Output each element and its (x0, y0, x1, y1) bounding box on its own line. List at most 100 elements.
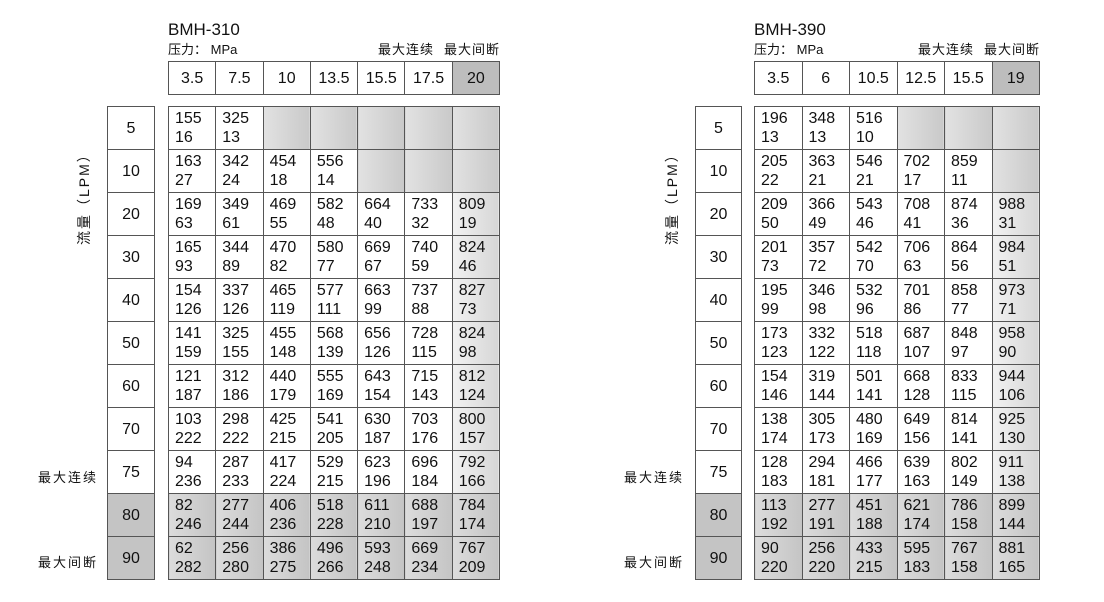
torque-value: 46 (458, 258, 477, 275)
rpm-value: 833 (951, 368, 978, 385)
table-row: 90 220 256 220 433 215 595 183 767 158 881 165 (754, 536, 1040, 580)
torque-value: 266 (316, 559, 344, 576)
flow-cell: 5 (107, 106, 155, 150)
data-cell: 833 115 (944, 364, 993, 408)
flow-cell: 50 (107, 321, 155, 365)
torque-value: 126 (364, 344, 391, 361)
rpm-value: 582 (316, 196, 344, 213)
model-title: BMH-390 (754, 20, 826, 39)
table-row: 154 126 337 126 465 119 577 111 663 99 737 88 827 73 (167, 278, 501, 322)
torque-value: 183 (761, 473, 788, 490)
torque-value: 17 (903, 172, 922, 189)
table-row: 163 27 342 24 454 18 556 14 (167, 149, 501, 193)
data-cell: 277 244 (215, 493, 264, 537)
rpm-value: 121 (175, 368, 202, 385)
data-cell: 663 99 (357, 278, 406, 322)
flow-cell: 75 (107, 450, 155, 494)
rpm-value: 454 (269, 153, 297, 170)
data-cell: 814 141 (944, 407, 993, 451)
rpm-value: 708 (903, 196, 931, 213)
data-cell: 294 181 (801, 450, 850, 494)
max-continuous-header: 最大连续 (377, 42, 434, 57)
torque-value: 63 (175, 215, 193, 232)
rpm-value: 469 (269, 196, 297, 213)
pressure-cell: 6 (801, 61, 850, 95)
empty-cell (404, 106, 453, 150)
data-cell: 155 16 (167, 106, 217, 150)
torque-value: 107 (903, 344, 931, 361)
rpm-value: 256 (808, 540, 836, 557)
torque-value: 166 (458, 473, 486, 490)
data-cell: 470 82 (262, 235, 311, 279)
torque-value: 176 (411, 430, 439, 447)
torque-value: 188 (856, 516, 883, 533)
torque-value: 82 (269, 258, 288, 275)
data-cell: 195 99 (754, 278, 803, 322)
rpm-value: 702 (903, 153, 931, 170)
data-cell: 128 183 (754, 450, 803, 494)
torque-value: 90 (998, 344, 1017, 361)
rpm-value: 984 (998, 239, 1026, 256)
data-cell: 532 96 (849, 278, 898, 322)
data-cell: 864 56 (944, 235, 993, 279)
rpm-value: 312 (222, 368, 249, 385)
data-cell: 325 155 (215, 321, 264, 365)
table-row: 94 236 287 233 417 224 529 215 623 196 696 184 792 16… (167, 450, 501, 494)
torque-value: 222 (222, 430, 249, 447)
pressure-cell: 20 (451, 61, 501, 95)
torque-value: 106 (998, 387, 1026, 404)
data-cell: 518 118 (849, 321, 898, 365)
data-cell: 802 149 (944, 450, 993, 494)
max-intermittent-row-label: 最大间断 (38, 555, 99, 570)
pressure-cell: 19 (991, 61, 1040, 95)
torque-value: 233 (222, 473, 249, 490)
torque-value: 48 (316, 215, 335, 232)
torque-value: 141 (856, 387, 883, 404)
flow-cell: 90 (695, 536, 742, 580)
data-cell: 277 191 (801, 493, 850, 537)
data-cell: 451 188 (849, 493, 898, 537)
torque-value: 192 (761, 516, 788, 533)
rpm-value: 128 (761, 454, 788, 471)
rpm-value: 786 (951, 497, 978, 514)
torque-value: 157 (458, 430, 486, 447)
data-cell: 165 93 (167, 235, 217, 279)
data-cell: 337 126 (215, 278, 264, 322)
torque-value: 59 (411, 258, 430, 275)
rpm-value: 165 (175, 239, 202, 256)
rpm-value: 440 (269, 368, 297, 385)
rpm-value: 859 (951, 153, 978, 170)
rpm-value: 154 (175, 282, 202, 299)
rpm-value: 451 (856, 497, 883, 514)
rpm-value: 703 (411, 411, 439, 428)
torque-value: 191 (808, 516, 836, 533)
torque-value: 163 (903, 473, 931, 490)
data-cell: 349 61 (215, 192, 264, 236)
rpm-value: 532 (856, 282, 883, 299)
rpm-value: 90 (761, 540, 779, 557)
rpm-value: 881 (998, 540, 1026, 557)
torque-value: 197 (411, 516, 439, 533)
torque-value: 21 (808, 172, 827, 189)
model-title: BMH-310 (168, 20, 240, 39)
data-cell: 406 236 (262, 493, 311, 537)
data-cell: 555 169 (309, 364, 359, 408)
rpm-value: 209 (761, 196, 788, 213)
torque-value: 174 (761, 430, 788, 447)
rpm-value: 103 (175, 411, 202, 428)
data-cell: 611 210 (357, 493, 406, 537)
rpm-value: 824 (458, 325, 486, 342)
torque-value: 96 (856, 301, 874, 318)
torque-value: 220 (808, 559, 836, 576)
max-continuous-row-label: 最大连续 (624, 470, 685, 485)
torque-value: 73 (458, 301, 477, 318)
data-cell: 577 111 (309, 278, 359, 322)
torque-value: 16 (175, 129, 193, 146)
flow-cell: 30 (695, 235, 742, 279)
data-cell: 925 130 (991, 407, 1040, 451)
data-cell: 543 46 (849, 192, 898, 236)
rpm-value: 542 (856, 239, 883, 256)
torque-value: 115 (411, 344, 437, 361)
torque-value: 282 (175, 559, 202, 576)
rpm-value: 623 (364, 454, 391, 471)
